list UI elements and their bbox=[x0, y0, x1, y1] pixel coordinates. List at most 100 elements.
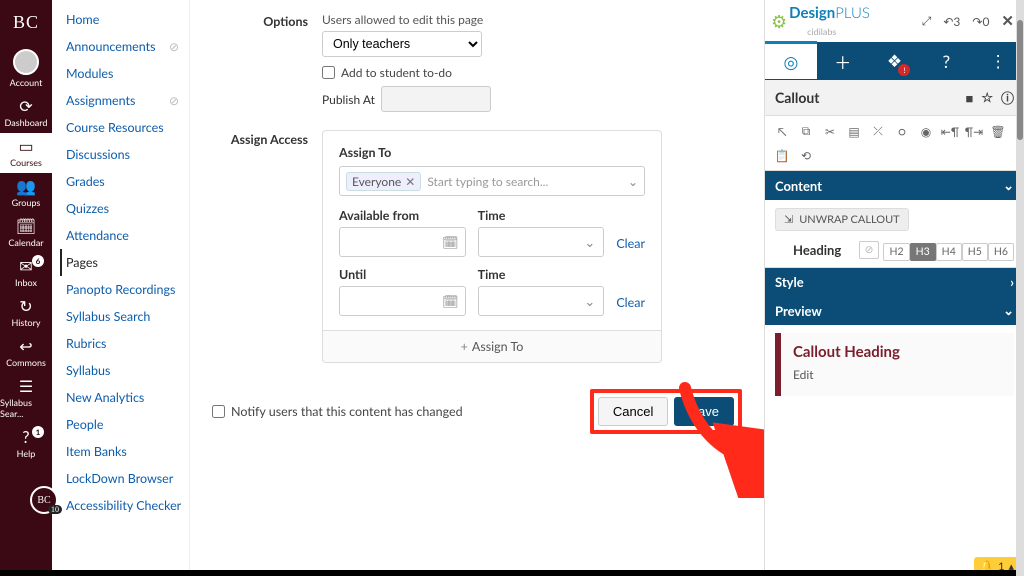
dp-tab-add[interactable]: ＋ bbox=[817, 42, 869, 80]
rail-item-help[interactable]: ?Help1 bbox=[0, 424, 52, 464]
rail-item-dashboard[interactable]: ⟳Dashboard bbox=[0, 93, 52, 133]
clear-until[interactable]: Clear bbox=[616, 295, 645, 316]
coursenav-item[interactable]: Item Banks bbox=[60, 438, 189, 465]
global-nav-rail: BC Account⟳Dashboard▭Courses👥Groups🗓Cale… bbox=[0, 0, 52, 576]
reset-icon[interactable]: ⤫ bbox=[867, 120, 889, 142]
indent-icon[interactable]: ¶⇥ bbox=[963, 120, 985, 142]
commons-icon: ↩ bbox=[19, 339, 32, 355]
coursenav-item[interactable]: Course Resources bbox=[60, 114, 189, 141]
institution-logo[interactable]: BC bbox=[13, 4, 39, 43]
available-from-date[interactable]: 🗓 bbox=[339, 227, 466, 257]
coursenav-item[interactable]: Accessibility Checker bbox=[60, 492, 189, 519]
dp-tab-help[interactable]: ? bbox=[920, 42, 972, 80]
rail-item-courses[interactable]: ▭Courses bbox=[0, 133, 52, 173]
coursenav-item[interactable]: Announcements⊘ bbox=[60, 33, 189, 60]
coursenav-item[interactable]: Rubrics bbox=[60, 330, 189, 357]
coursenav-item[interactable]: Discussions bbox=[60, 141, 189, 168]
dp-preview-accordion[interactable]: Preview ⌄ bbox=[765, 296, 1024, 325]
unwrap-callout-button[interactable]: ⇲ UNWRAP CALLOUT bbox=[775, 208, 909, 231]
star-icon[interactable]: ☆ bbox=[981, 89, 993, 106]
editable-by-select[interactable]: Only teachers bbox=[322, 31, 482, 57]
chevron-down-icon: ⌄ bbox=[1003, 177, 1014, 194]
save-highlight-annotation: Cancel Save bbox=[590, 389, 742, 434]
expand-icon[interactable]: ⤢ bbox=[918, 11, 936, 31]
coursenav-item[interactable]: New Analytics bbox=[60, 384, 189, 411]
designplus-panel: ⚙ DesignPLUS cidilabs ⤢ ↶3 ↷0 ✕ ◎ ＋ ❖! ?… bbox=[764, 0, 1024, 576]
coursenav-item[interactable]: LockDown Browser bbox=[60, 465, 189, 492]
cancel-button[interactable]: Cancel bbox=[598, 397, 668, 426]
undo-button[interactable]: ↶3 bbox=[939, 12, 964, 31]
until-time[interactable]: ⌄ bbox=[478, 286, 605, 316]
rail-item-account[interactable]: Account bbox=[0, 43, 52, 93]
coursenav-item[interactable]: Pages bbox=[60, 249, 189, 276]
course-nav: HomeAnnouncements⊘ModulesAssignments⊘Cou… bbox=[52, 0, 190, 576]
publish-at-input[interactable] bbox=[381, 86, 491, 112]
pointer-icon[interactable]: ↖ bbox=[771, 120, 793, 142]
clipboard-icon[interactable]: 📋 bbox=[771, 144, 793, 166]
assign-placeholder: Start typing to search... bbox=[427, 174, 622, 189]
rail-item-history[interactable]: ↻History bbox=[0, 293, 52, 333]
coursenav-item[interactable]: Panopto Recordings bbox=[60, 276, 189, 303]
coursenav-item[interactable]: Grades bbox=[60, 168, 189, 195]
rail-badge: 6 bbox=[32, 255, 44, 267]
preview-heading: Callout Heading bbox=[793, 343, 1002, 361]
floating-avatar[interactable]: BC10 bbox=[30, 486, 58, 514]
rail-item-calendar[interactable]: 🗓Calendar bbox=[0, 213, 52, 253]
info-icon[interactable]: ⓘ bbox=[1001, 88, 1014, 107]
dp-style-accordion[interactable]: Style › bbox=[765, 268, 1024, 296]
target-icon[interactable]: ◉ bbox=[915, 120, 937, 142]
coursenav-label: Rubrics bbox=[66, 336, 106, 351]
refresh-icon[interactable]: ⟲ bbox=[795, 144, 817, 166]
rail-item-commons[interactable]: ↩Commons bbox=[0, 333, 52, 373]
close-icon[interactable]: ✕ bbox=[997, 10, 1018, 32]
remove-tag-icon[interactable]: ✕ bbox=[405, 174, 415, 189]
coursenav-item[interactable]: Syllabus Search bbox=[60, 303, 189, 330]
rail-item-label: Groups bbox=[12, 197, 41, 208]
save-button[interactable]: Save bbox=[674, 397, 734, 426]
coursenav-item[interactable]: Attendance bbox=[60, 222, 189, 249]
circle-icon[interactable]: ○ bbox=[891, 120, 913, 142]
rail-item-syllabus[interactable]: ☰Syllabus Sear... bbox=[0, 373, 52, 424]
heading-h4-button[interactable]: H4 bbox=[936, 243, 962, 261]
available-from-time[interactable]: ⌄ bbox=[478, 227, 605, 257]
heading-h5-button[interactable]: H5 bbox=[962, 243, 988, 261]
coursenav-label: People bbox=[66, 417, 103, 432]
heading-h6-button[interactable]: H6 bbox=[988, 243, 1014, 261]
coursenav-item[interactable]: Home bbox=[60, 6, 189, 33]
heading-h3-button[interactable]: H3 bbox=[910, 243, 936, 261]
assign-to-input[interactable]: Everyone ✕ Start typing to search... ⌄ bbox=[339, 166, 645, 196]
coursenav-item[interactable]: Modules bbox=[60, 60, 189, 87]
redo-button[interactable]: ↷0 bbox=[968, 12, 993, 31]
available-from-time-label: Time bbox=[478, 208, 605, 223]
copy-icon[interactable]: ⧉ bbox=[795, 120, 817, 142]
student-todo-checkbox[interactable] bbox=[322, 66, 335, 79]
trash-icon[interactable]: 🗑 bbox=[987, 120, 1009, 142]
clear-available-from[interactable]: Clear bbox=[616, 236, 645, 257]
coursenav-item[interactable]: Syllabus bbox=[60, 357, 189, 384]
coursenav-item[interactable]: Assignments⊘ bbox=[60, 87, 189, 114]
notify-checkbox[interactable] bbox=[212, 405, 225, 418]
hidden-icon: ⊘ bbox=[169, 93, 185, 108]
video-icon[interactable]: ■ bbox=[965, 90, 973, 106]
outdent-icon[interactable]: ⇤¶ bbox=[939, 120, 961, 142]
chevron-down-icon: ⌄ bbox=[584, 293, 595, 310]
coursenav-item[interactable]: People bbox=[60, 411, 189, 438]
page-scrollbar[interactable] bbox=[1016, 0, 1024, 576]
rail-item-groups[interactable]: 👥Groups bbox=[0, 173, 52, 213]
chevron-down-icon[interactable]: ⌄ bbox=[628, 174, 638, 189]
dp-tab-target[interactable]: ◎ bbox=[765, 41, 817, 79]
add-assign-to-button[interactable]: Assign To bbox=[323, 330, 661, 362]
cut-icon[interactable]: ✂ bbox=[819, 120, 841, 142]
heading-none-button[interactable]: ⊘ bbox=[859, 241, 880, 259]
dp-tab-a11y[interactable]: ❖! bbox=[869, 42, 921, 80]
coursenav-item[interactable]: Quizzes bbox=[60, 195, 189, 222]
heading-h2-button[interactable]: H2 bbox=[883, 243, 909, 261]
stack-icon[interactable]: ▤ bbox=[843, 120, 865, 142]
dp-content-accordion[interactable]: Content ⌄ bbox=[765, 171, 1024, 200]
calendar-icon: 🗓 bbox=[442, 293, 459, 310]
until-date[interactable]: 🗓 bbox=[339, 286, 466, 316]
coursenav-label: LockDown Browser bbox=[66, 471, 173, 486]
inbox-icon: ✉ bbox=[19, 259, 32, 275]
rail-item-inbox[interactable]: ✉Inbox6 bbox=[0, 253, 52, 293]
coursenav-label: Discussions bbox=[66, 147, 130, 162]
